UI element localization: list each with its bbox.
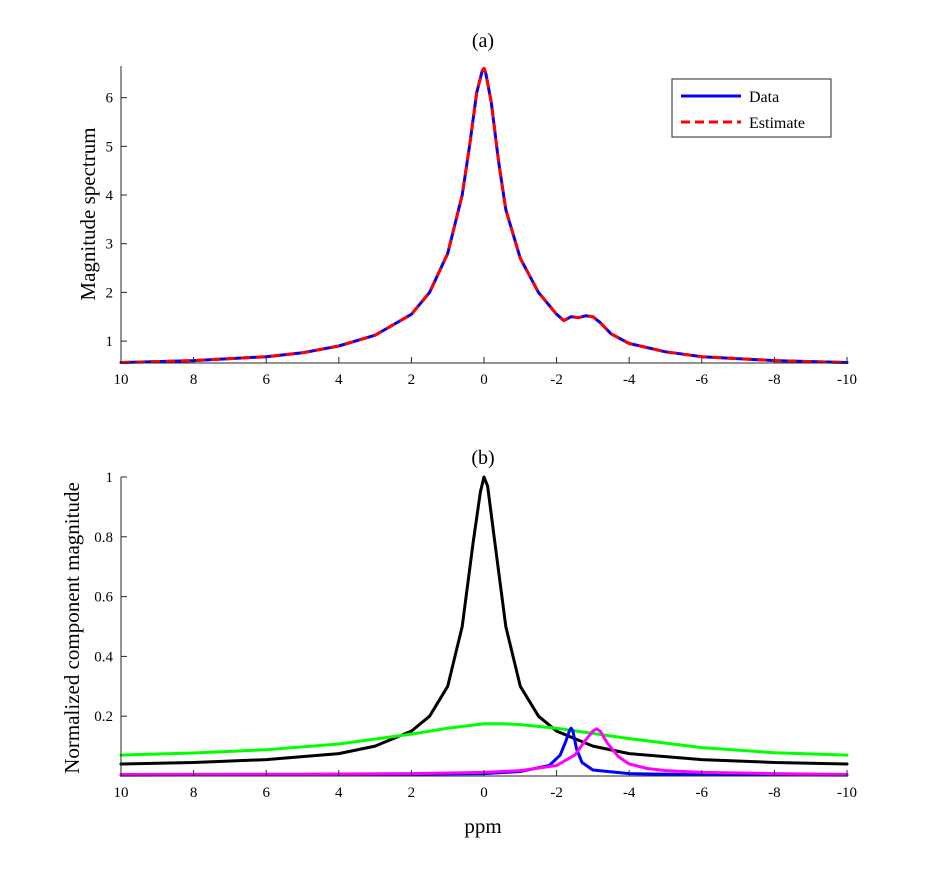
x-tick-label-a: 10 (114, 372, 129, 388)
y-tick-label-a: 5 (106, 139, 114, 155)
y-tick-label-a: 3 (106, 237, 114, 253)
x-tick-label-b: -2 (550, 785, 563, 801)
panel-b-xlabel: ppm (464, 814, 501, 838)
x-tick-label-a: -4 (623, 372, 636, 388)
y-tick-label-b: 0.8 (94, 530, 113, 546)
x-tick-label-a: 4 (335, 372, 343, 388)
series-line-a-estimate (120, 66, 848, 364)
plot-area-a: 10 8 6 4 2 0 -2 -4 -6 -8 -10 1 2 3 4 5 6 (106, 66, 857, 388)
series-line-b-component-1 (119, 475, 849, 766)
x-tick-label-b: -8 (768, 785, 781, 801)
y-tick-label-b: 0.6 (94, 590, 113, 606)
x-tick-label-a: 8 (190, 372, 198, 388)
x-tick-label-b: -6 (696, 785, 709, 801)
x-tick-label-b: 4 (335, 785, 343, 801)
legend-box (671, 78, 832, 138)
legend-label-estimate: Estimate (749, 115, 805, 132)
panel-b: 10 8 6 4 2 0 -2 -4 -6 -8 -10 0.2 0.4 0.6 0.8 1 (b) Norm… (60, 447, 857, 838)
panel-b-title: (b) (471, 447, 494, 469)
y-tick-label-a: 1 (106, 334, 114, 350)
x-tick-label-b: -4 (623, 785, 636, 801)
series-line-b-component-2 (119, 722, 849, 757)
x-tick-label-a: -2 (550, 372, 563, 388)
x-tick-label-b: 6 (262, 785, 270, 801)
x-tick-label-a: -6 (696, 372, 709, 388)
x-tick-label-a: -8 (768, 372, 781, 388)
x-tick-label-b: 8 (190, 785, 198, 801)
plot-area-b: 10 8 6 4 2 0 -2 -4 -6 -8 -10 0.2 0.4 0.6 0.8 1 (94, 470, 857, 801)
y-tick-label-a: 6 (106, 91, 114, 107)
panel-b-ylabel: Normalized component magnitude (60, 482, 84, 774)
x-tick-label-b: -10 (837, 785, 857, 801)
panel-a-title: (a) (472, 30, 494, 52)
panel-a-ylabel: Magnitude spectrum (76, 127, 100, 300)
y-tick-label-b: 0.4 (94, 649, 113, 665)
y-tick-label-a: 4 (106, 188, 114, 204)
x-tick-label-b: 2 (408, 785, 416, 801)
y-tick-label-a: 2 (106, 285, 114, 301)
y-tick-label-b: 0.2 (94, 709, 113, 725)
x-tick-label-a: 6 (262, 372, 270, 388)
y-tick-label-b: 1 (106, 470, 114, 486)
x-tick-label-a: 0 (480, 372, 488, 388)
x-tick-label-a: -10 (837, 372, 857, 388)
legend-label-data: Data (749, 89, 779, 106)
legend: Data Estimate (671, 78, 832, 138)
x-tick-label-b: 10 (114, 785, 129, 801)
x-tick-label-b: 0 (480, 785, 488, 801)
panel-a: 10 8 6 4 2 0 -2 -4 -6 -8 -10 1 2 3 4 5 6 (a) Magnitude s… (76, 30, 857, 388)
x-tick-label-a: 2 (408, 372, 416, 388)
